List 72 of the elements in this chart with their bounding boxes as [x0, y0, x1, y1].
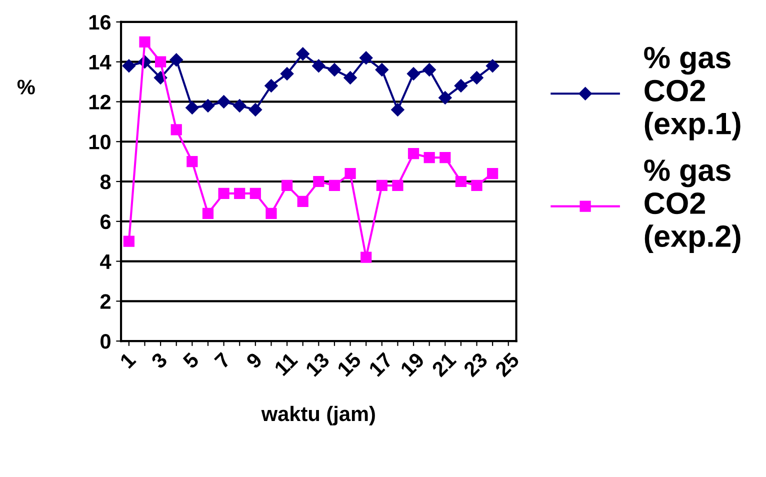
point: [281, 180, 293, 192]
point: [312, 59, 326, 72]
point: [344, 71, 357, 84]
point: [487, 168, 498, 180]
point: [470, 71, 484, 84]
y-tick-label: 8: [100, 174, 111, 190]
y-tick-label: 0: [100, 334, 110, 349]
point: [218, 188, 230, 200]
point: [264, 79, 278, 92]
point: [455, 176, 467, 188]
point: [139, 36, 150, 48]
x-tick-label: 9: [245, 352, 263, 370]
point: [233, 99, 246, 112]
point: [406, 67, 420, 80]
y-axis-title: %: [17, 80, 35, 94]
y-tick-label: 10: [89, 134, 110, 150]
point: [296, 47, 310, 60]
x-tick-label: 1: [119, 352, 136, 369]
y-tick-label: 2: [100, 294, 110, 309]
point: [248, 103, 262, 116]
x-tick-label: 5: [182, 352, 200, 370]
point: [422, 63, 436, 76]
x-tick-label: 13: [304, 352, 330, 378]
point: [471, 180, 482, 192]
point: [217, 95, 230, 108]
y-tick-label: 4: [100, 254, 112, 269]
x-tick-label: 17: [368, 352, 394, 377]
point: [408, 148, 420, 160]
point: [186, 101, 199, 114]
x-tick-label: 11: [274, 352, 298, 376]
point: [234, 188, 246, 200]
legend-label: % gas CO2 (exp.1): [644, 46, 740, 140]
x-tick-label: 19: [400, 352, 426, 378]
point: [438, 91, 452, 104]
x-tick-label: 3: [150, 352, 168, 370]
point: [297, 196, 308, 207]
point: [360, 252, 372, 263]
point: [440, 152, 451, 164]
x-tick-label: 25: [494, 352, 520, 378]
point: [250, 188, 261, 200]
point: [375, 63, 388, 76]
y-tick-label: 16: [89, 14, 111, 30]
point: [486, 59, 500, 72]
point: [360, 51, 373, 64]
x-axis-title: waktu (jam): [261, 406, 375, 426]
point: [424, 152, 435, 164]
point: [186, 156, 198, 168]
x-tick-label: 15: [336, 352, 362, 378]
point: [454, 79, 468, 92]
x-tick-label: 23: [462, 352, 488, 378]
point: [391, 103, 404, 116]
y-tick-label: 14: [89, 55, 112, 70]
point: [344, 168, 356, 180]
x-tick-label: 7: [214, 352, 232, 370]
point: [170, 124, 182, 136]
point: [170, 53, 183, 66]
point: [123, 236, 134, 247]
point: [202, 208, 214, 219]
point: [313, 176, 324, 188]
x-tick-label: 21: [430, 352, 457, 378]
point: [155, 56, 166, 68]
point: [266, 208, 277, 219]
point: [280, 67, 294, 80]
y-tick-label: 12: [89, 94, 110, 110]
point: [328, 63, 342, 76]
point: [122, 59, 136, 72]
point: [328, 180, 340, 192]
point: [392, 180, 404, 192]
point: [376, 180, 388, 192]
y-tick-label: 6: [100, 214, 111, 230]
legend-label: % gas CO2 (exp.2): [644, 160, 740, 254]
point: [201, 99, 215, 112]
